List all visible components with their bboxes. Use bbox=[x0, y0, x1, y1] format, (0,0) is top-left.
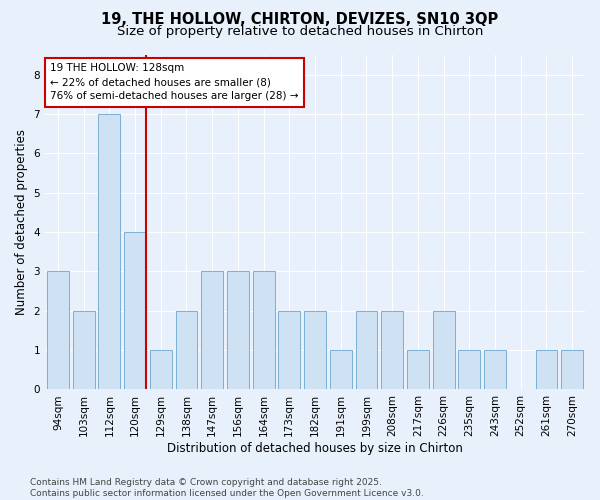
Bar bbox=[356, 311, 377, 390]
Bar bbox=[278, 311, 300, 390]
Text: 19 THE HOLLOW: 128sqm
← 22% of detached houses are smaller (8)
76% of semi-detac: 19 THE HOLLOW: 128sqm ← 22% of detached … bbox=[50, 64, 299, 102]
Bar bbox=[201, 272, 223, 390]
Text: Size of property relative to detached houses in Chirton: Size of property relative to detached ho… bbox=[117, 25, 483, 38]
X-axis label: Distribution of detached houses by size in Chirton: Distribution of detached houses by size … bbox=[167, 442, 463, 455]
Bar bbox=[227, 272, 249, 390]
Bar bbox=[124, 232, 146, 390]
Y-axis label: Number of detached properties: Number of detached properties bbox=[15, 129, 28, 315]
Bar bbox=[98, 114, 120, 390]
Bar bbox=[536, 350, 557, 390]
Bar bbox=[176, 311, 197, 390]
Bar bbox=[381, 311, 403, 390]
Bar bbox=[330, 350, 352, 390]
Bar bbox=[561, 350, 583, 390]
Bar bbox=[458, 350, 480, 390]
Bar bbox=[433, 311, 455, 390]
Bar bbox=[150, 350, 172, 390]
Bar bbox=[304, 311, 326, 390]
Bar bbox=[407, 350, 429, 390]
Text: Contains HM Land Registry data © Crown copyright and database right 2025.
Contai: Contains HM Land Registry data © Crown c… bbox=[30, 478, 424, 498]
Bar bbox=[253, 272, 275, 390]
Text: 19, THE HOLLOW, CHIRTON, DEVIZES, SN10 3QP: 19, THE HOLLOW, CHIRTON, DEVIZES, SN10 3… bbox=[101, 12, 499, 28]
Bar bbox=[47, 272, 69, 390]
Bar bbox=[73, 311, 95, 390]
Bar bbox=[484, 350, 506, 390]
